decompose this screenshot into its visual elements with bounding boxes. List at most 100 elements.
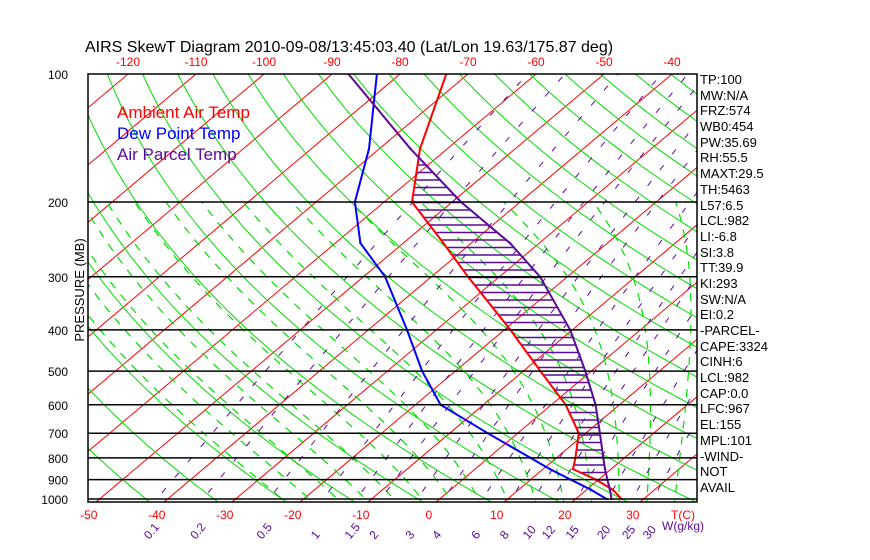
dry-adiabat-line bbox=[776, 74, 870, 508]
mixing-ratio-tick-label: 30 bbox=[640, 522, 660, 541]
dry-adiabat-line bbox=[318, 74, 697, 378]
mixing-ratio-tick-label: 3 bbox=[402, 528, 417, 542]
mixing-ratio-line bbox=[353, 74, 689, 502]
stat-item: RH:55.5 bbox=[700, 150, 748, 166]
mixing-ratio-tick-label: 8 bbox=[497, 528, 512, 542]
stat-item: PW:35.69 bbox=[700, 134, 757, 150]
stat-item: L57:6.5 bbox=[700, 197, 744, 213]
top-temp-tick-label: -90 bbox=[323, 55, 341, 69]
ambient-temp-point bbox=[442, 241, 445, 245]
ambient-temp-point bbox=[571, 467, 575, 471]
bottom-temp-tick-label: -40 bbox=[148, 508, 166, 522]
isotherm-line bbox=[88, 74, 197, 166]
mixing-ratio-line bbox=[266, 74, 619, 502]
y-axis-label: PRESSURE (MB) bbox=[72, 238, 87, 341]
isotherm-line bbox=[88, 74, 537, 453]
ambient-temp-line bbox=[410, 74, 623, 500]
dry-adiabat-line bbox=[388, 74, 697, 319]
mixing-ratio-tick-label: 1 bbox=[308, 528, 323, 542]
mixing-ratio-tick-label: 2 bbox=[366, 528, 381, 542]
stat-item: KI:293 bbox=[700, 275, 738, 291]
top-temp-tick-label: -100 bbox=[252, 55, 276, 69]
dry-adiabat-line bbox=[247, 74, 697, 440]
isotherm-line bbox=[88, 74, 333, 281]
mixing-ratio-tick-label: 15 bbox=[563, 522, 583, 541]
pressure-tick-label: 200 bbox=[48, 196, 68, 210]
dewpoint-temp-point bbox=[589, 488, 593, 491]
isotherm-line bbox=[95, 74, 605, 502]
mixing-ratio-tick-label: 0.1 bbox=[141, 520, 163, 542]
stat-item: SI:3.8 bbox=[700, 244, 734, 260]
parcel-temp-point bbox=[608, 488, 612, 491]
dewpoint-temp-point bbox=[548, 467, 552, 471]
dry-adiabat-line bbox=[88, 447, 151, 502]
bottom-temp-tick-label: -20 bbox=[284, 508, 302, 522]
dry-adiabat-line bbox=[177, 74, 697, 502]
mixing-ratio-label: W(g/kg) bbox=[662, 519, 704, 533]
moist-adiabat-line bbox=[201, 201, 481, 502]
bottom-temp-tick-label: 30 bbox=[626, 508, 640, 522]
stat-item: TH:5463 bbox=[700, 181, 750, 197]
bottom-temp-tick-label: -10 bbox=[352, 508, 370, 522]
dry-adiabat-line bbox=[423, 74, 697, 290]
top-temp-tick-label: -80 bbox=[391, 55, 409, 69]
stat-item: TT:39.9 bbox=[700, 260, 744, 276]
stat-item: LCL:982 bbox=[700, 370, 750, 386]
moist-adiabat-line bbox=[291, 201, 537, 502]
dry-adiabat-line bbox=[88, 191, 424, 502]
dry-adiabat-line bbox=[88, 261, 356, 502]
legend-parcel: Air Parcel Temp bbox=[117, 145, 237, 164]
bottom-temp-tick-label: -50 bbox=[80, 508, 98, 522]
stat-item: SW:N/A bbox=[700, 291, 746, 307]
dry-adiabat-line bbox=[106, 74, 561, 502]
bottom-temp-tick-label: 20 bbox=[558, 508, 572, 522]
mixing-ratio-line bbox=[199, 74, 566, 502]
stat-item: TP:100 bbox=[700, 72, 742, 87]
isotherm-line bbox=[88, 74, 469, 395]
stat-item: WB0:454 bbox=[700, 119, 754, 135]
moist-adiabat-line bbox=[134, 201, 426, 502]
mixing-ratio-line bbox=[414, 121, 697, 502]
top-temp-tick-label: -110 bbox=[184, 55, 207, 69]
mixing-ratio-tick-label: 10 bbox=[520, 522, 540, 541]
pressure-tick-label: 100 bbox=[48, 68, 68, 82]
legend-dewpoint: Dew Point Temp bbox=[117, 124, 240, 143]
top-temp-tick-label: -120 bbox=[116, 55, 140, 69]
moist-adiabat-line bbox=[503, 201, 620, 502]
isotherm-line bbox=[88, 74, 401, 338]
mixing-ratio-tick-label: 0.5 bbox=[253, 520, 275, 542]
pressure-lines bbox=[88, 201, 697, 500]
pressure-tick-label: 700 bbox=[48, 427, 68, 441]
pressure-tick-label: 900 bbox=[48, 474, 68, 488]
stat-item: -PARCEL- bbox=[700, 323, 760, 338]
parcel-temp-point bbox=[409, 147, 412, 151]
mixing-ratio-tick-label: 4 bbox=[429, 528, 444, 542]
chart-title: AIRS SkewT Diagram 2010-09-08/13:45:03.4… bbox=[85, 39, 613, 56]
isotherm-line bbox=[88, 74, 129, 109]
stat-item: MPL:101 bbox=[700, 432, 753, 448]
mixing-ratio-tick-label: 1.5 bbox=[342, 520, 364, 542]
moist-adiabat-line bbox=[88, 249, 342, 502]
moist-adiabat-line bbox=[88, 314, 287, 502]
mixing-ratio-line bbox=[531, 251, 697, 502]
isotherm-line bbox=[435, 281, 697, 502]
stat-item: -WIND- bbox=[700, 448, 744, 464]
stat-item: EL:155 bbox=[700, 417, 742, 433]
stat-item: CAP:0.0 bbox=[700, 385, 749, 401]
dry-adiabat-line bbox=[0, 74, 19, 508]
stat-item: CAPE:3324 bbox=[700, 338, 768, 354]
bottom-temp-tick-label: 0 bbox=[425, 508, 432, 522]
moist-adiabat-line bbox=[242, 201, 509, 502]
mixing-ratio-tick-label: 20 bbox=[594, 522, 614, 541]
isotherm-line bbox=[163, 74, 673, 502]
isotherm-line bbox=[769, 74, 870, 508]
dry-adiabat-line bbox=[88, 387, 219, 502]
stats-panel: TP:100 MW:N/A FRZ:574 WB0:454 PW:35.69 RH:55.… bbox=[700, 72, 768, 496]
stat-item: FRZ:574 bbox=[700, 103, 751, 119]
moist-adiabat-line bbox=[350, 201, 565, 502]
dry-adiabat-line bbox=[88, 325, 288, 502]
parcel-temp-line bbox=[347, 74, 613, 500]
isotherm-line bbox=[299, 166, 697, 502]
dewpoint-temp-line bbox=[353, 74, 608, 500]
pressure-tick-label: 800 bbox=[48, 452, 68, 466]
